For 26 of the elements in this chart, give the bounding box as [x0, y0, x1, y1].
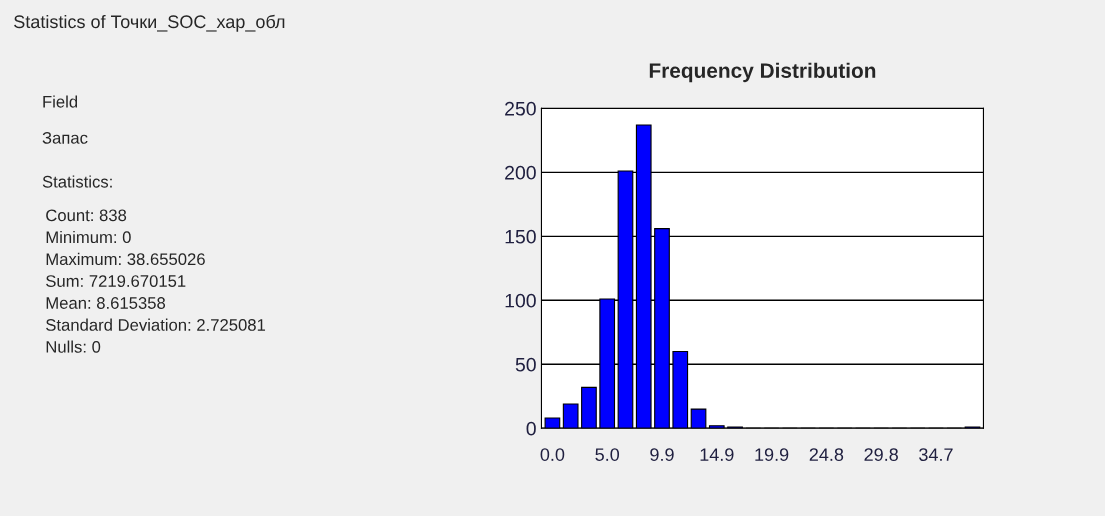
- text: Statistics of Точки_SOC_хар_обл: [14, 14, 285, 32]
- text: Запас: [42, 132, 88, 144]
- x-tick-label: 0.0: [540, 448, 565, 461]
- chart-title: Frequency Distribution: [649, 62, 876, 83]
- text: Nulls: 0: [46, 340, 101, 353]
- text: Minimum: 0: [46, 230, 131, 244]
- text: Standard Deviation: 2.725081: [46, 318, 266, 331]
- x-tick-label: 5.0: [595, 448, 620, 461]
- x-tick-label: 19.9: [755, 448, 789, 461]
- text: Statistics:: [42, 175, 112, 188]
- y-tick-label: 200: [505, 165, 536, 180]
- text: Field: [43, 95, 78, 108]
- text: Count: 838: [46, 209, 127, 222]
- y-tick-label: 100: [505, 293, 536, 308]
- text: Sum: 7219.670151: [46, 275, 186, 287]
- text: Mean: 8.615358: [46, 297, 166, 309]
- y-tick-label: 50: [515, 357, 536, 372]
- x-tick-label: 9.9: [650, 448, 674, 461]
- y-tick-label: 250: [505, 101, 536, 116]
- y-tick-label: 0: [526, 421, 536, 436]
- y-tick-label: 150: [505, 229, 536, 244]
- x-tick-label: 29.8: [864, 448, 898, 461]
- x-tick-label: 34.7: [919, 448, 953, 461]
- x-tick-label: 24.8: [809, 448, 844, 461]
- x-tick-label: 14.9: [700, 448, 734, 461]
- text: Maximum: 38.655026: [46, 252, 205, 266]
